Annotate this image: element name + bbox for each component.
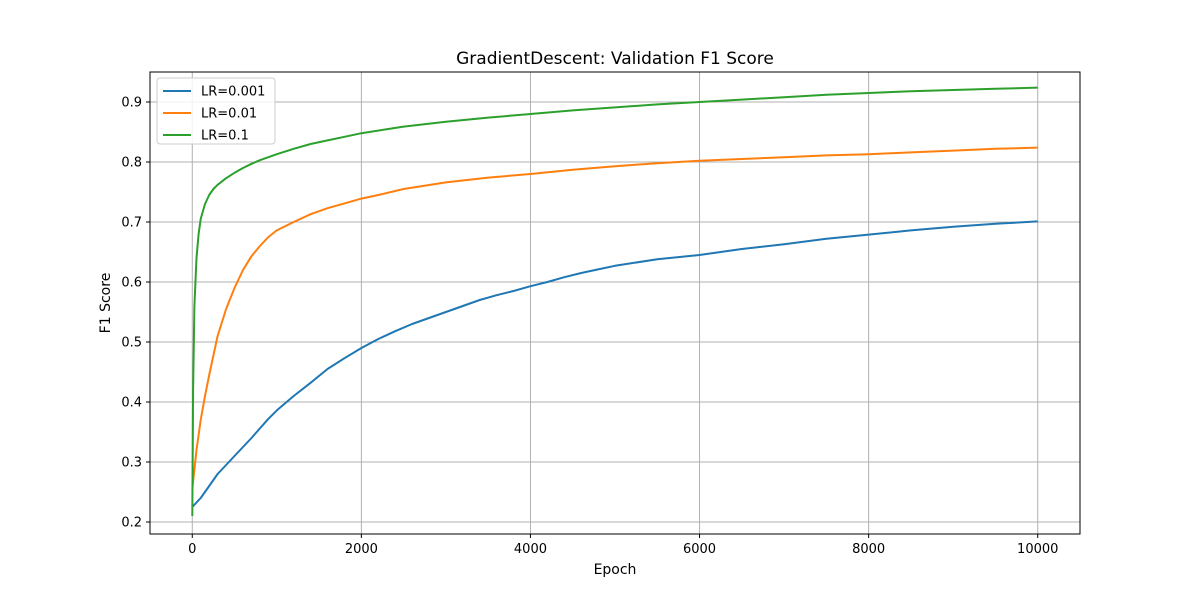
x-tick-label: 10000 <box>1017 542 1058 557</box>
y-tick-label: 0.8 <box>121 156 142 171</box>
x-tick-label: 4000 <box>514 542 547 557</box>
y-tick-label: 0.3 <box>121 456 142 471</box>
series-line-3 <box>191 86 1038 517</box>
series-line-2 <box>191 146 1038 490</box>
legend: LR=0.001 LR=0.01 LR=0.1 <box>156 77 276 145</box>
chart-title: GradientDescent: Validation F1 Score <box>456 49 774 69</box>
y-tick-label: 0.7 <box>121 216 142 231</box>
legend-label-2: LR=0.01 <box>201 107 257 122</box>
x-tick-label: 8000 <box>852 542 885 557</box>
legend-label-1: LR=0.001 <box>201 85 265 100</box>
x-axis-title: Epoch <box>594 562 637 578</box>
y-tick-label: 0.6 <box>121 276 142 291</box>
y-tick-label: 0.5 <box>121 336 142 351</box>
plot-area-frame <box>149 71 1081 535</box>
x-tick-label: 2000 <box>345 542 378 557</box>
axis-ticks: 0 2000 4000 6000 8000 10000 0.2 0.3 0.4 0.5 0.6 0.7… <box>121 96 1058 558</box>
x-tick-label: 6000 <box>683 542 716 557</box>
y-tick-label: 0.4 <box>121 396 142 411</box>
series-line-1 <box>191 220 1038 508</box>
x-tick-label: 0 <box>188 542 196 557</box>
grid-lines <box>150 72 1080 534</box>
y-axis-title: F1 Score <box>98 273 114 334</box>
y-tick-label: 0.9 <box>121 96 142 111</box>
data-series <box>191 86 1038 517</box>
legend-box <box>156 77 276 145</box>
y-tick-label: 0.2 <box>121 516 142 531</box>
legend-label-3: LR=0.1 <box>201 129 249 144</box>
